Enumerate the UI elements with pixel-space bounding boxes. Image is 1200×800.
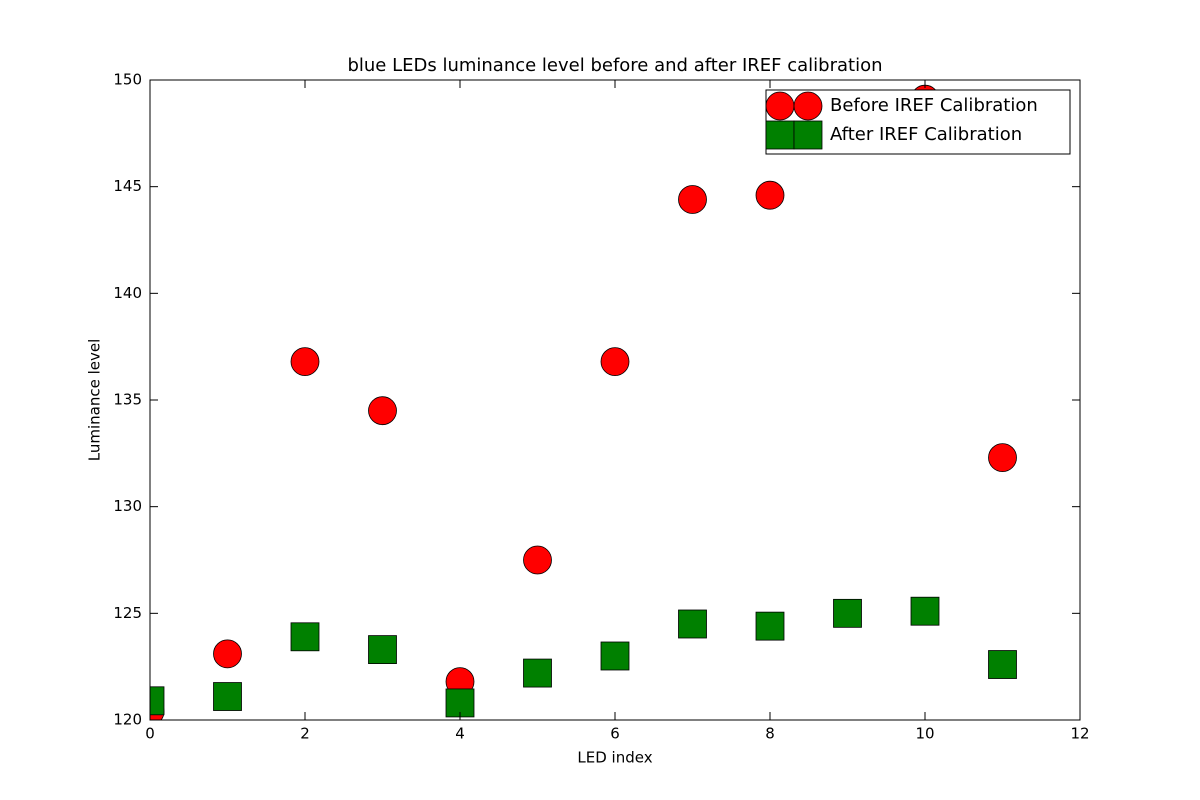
point [368,396,397,426]
plot-marks [150,84,1017,720]
legend-label: Before IREF Calibration [830,95,1038,116]
point [523,658,552,688]
x-tick-label: 4 [455,725,465,743]
y-axis-label: Luminance level [86,339,104,462]
y-tick-label: 125 [113,604,142,622]
x-tick-label: 0 [145,725,155,743]
y-tick-label: 140 [113,284,142,302]
y-tick-label: 150 [113,71,142,89]
x-tick-label: 6 [610,725,620,743]
point [213,682,242,711]
legend-swatch [765,120,795,150]
legend-swatch [765,91,795,121]
point [523,545,552,575]
x-tick-label: 8 [765,725,775,743]
point [600,641,630,671]
legend-label: After IREF Calibration [830,124,1022,145]
point [988,650,1017,679]
x-axis-label: LED index [577,749,652,767]
point [290,347,320,377]
chart-title: blue LEDs luminance level before and aft… [347,55,882,76]
y-tick-label: 120 [113,711,142,729]
y-tick-label: 145 [113,177,142,195]
point [678,185,707,214]
x-tick-label: 2 [300,725,310,743]
x-tick-label: 10 [915,725,934,743]
point [678,609,707,639]
y-tick-label: 130 [113,497,142,515]
y-tick-label: 135 [113,391,142,409]
point [600,347,630,377]
legend-swatch [793,91,823,121]
point [213,639,242,669]
point [988,443,1017,473]
point [755,180,785,210]
point [368,635,397,664]
point [910,596,940,626]
point [755,611,785,641]
x-tick-label: 12 [1070,725,1089,743]
point [290,622,320,652]
legend-swatch [793,120,823,150]
point [150,686,165,716]
point [833,598,862,628]
